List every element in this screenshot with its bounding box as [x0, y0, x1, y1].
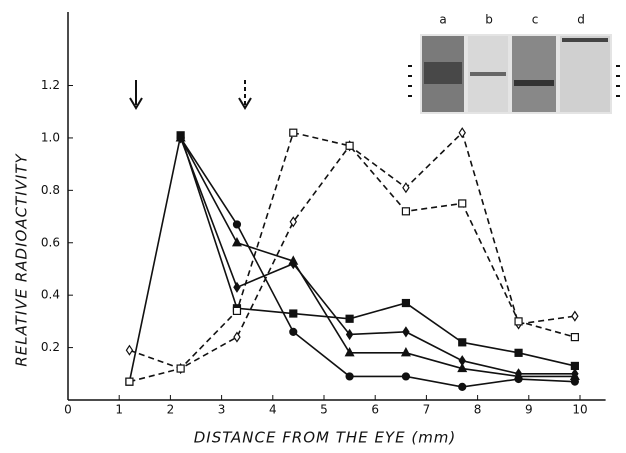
point — [571, 334, 578, 341]
point — [233, 221, 240, 228]
x-tick-label: 7 — [423, 403, 431, 417]
point — [126, 346, 132, 355]
point — [346, 315, 353, 322]
y-tick-label: 0.6 — [41, 235, 60, 249]
gel-band — [424, 62, 462, 84]
chart: RELATIVE RADIOACTIVITY DISTANCE FROM THE… — [0, 0, 626, 453]
point — [459, 356, 465, 365]
gel-inset — [408, 34, 620, 114]
y-tick-label: 0.8 — [41, 183, 60, 197]
point — [234, 283, 240, 292]
y-tick-label: 1.2 — [41, 78, 60, 92]
x-tick-label: 3 — [218, 403, 226, 417]
x-tick-label: 2 — [167, 403, 175, 417]
series-line — [129, 135, 574, 381]
point — [233, 238, 241, 246]
point — [515, 318, 522, 325]
x-tick-label: 9 — [525, 403, 533, 417]
point — [515, 349, 522, 356]
gel-band — [562, 38, 608, 42]
gel-band — [470, 72, 506, 76]
point — [459, 383, 466, 390]
y-tick-label: 0.4 — [41, 288, 60, 302]
x-tick-label: 1 — [115, 403, 123, 417]
point — [290, 310, 297, 317]
point — [402, 300, 409, 307]
y-axis-label: RELATIVE RADIOACTIVITY — [13, 153, 31, 367]
point — [290, 328, 297, 335]
gel-label: d — [577, 13, 585, 27]
x-axis-label: DISTANCE FROM THE EYE (mm) — [194, 429, 457, 447]
arrows — [130, 80, 251, 108]
x-tick-label: 5 — [320, 403, 328, 417]
point — [572, 312, 578, 321]
y-tick-label: 0.2 — [41, 340, 60, 354]
gel-label: a — [439, 13, 446, 27]
x-tick-label: 10 — [572, 403, 587, 417]
y-tick-label: 1.0 — [41, 130, 60, 144]
gel-lane — [512, 36, 556, 112]
gel-label: c — [532, 13, 539, 27]
series-line — [181, 138, 575, 376]
point — [402, 208, 409, 215]
point — [459, 128, 465, 137]
series-line — [129, 133, 574, 382]
page: RELATIVE RADIOACTIVITY DISTANCE FROM THE… — [0, 0, 626, 453]
point — [403, 327, 409, 336]
gel-label: b — [485, 13, 493, 27]
point — [177, 365, 184, 372]
x-tick-label: 8 — [474, 403, 482, 417]
point — [402, 373, 409, 380]
point — [346, 373, 353, 380]
x-tick-label: 4 — [269, 403, 277, 417]
x-tick-label: 6 — [371, 403, 379, 417]
point — [233, 307, 240, 314]
gel-band — [514, 80, 554, 86]
point — [126, 378, 133, 385]
point — [290, 129, 297, 136]
gel-lane — [560, 36, 610, 112]
point — [459, 200, 466, 207]
x-tick-label: 0 — [64, 403, 72, 417]
point — [346, 142, 353, 149]
point — [459, 339, 466, 346]
